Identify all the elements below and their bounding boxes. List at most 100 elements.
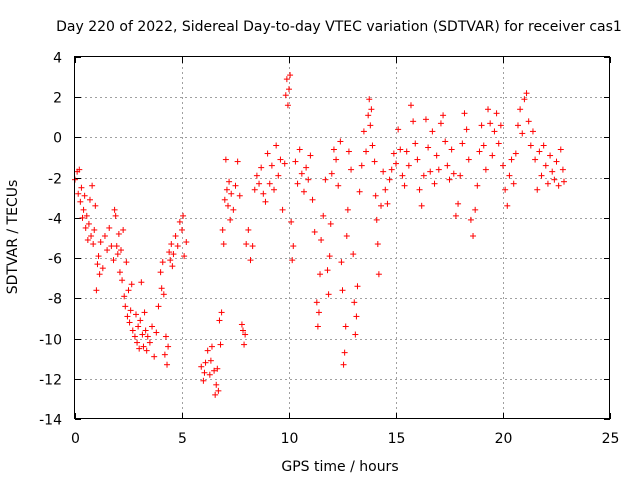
x-tick-label: 25 [602, 431, 620, 447]
data-point [153, 329, 160, 336]
data-point [450, 170, 457, 177]
data-point [268, 162, 275, 169]
data-point [226, 178, 233, 185]
data-point [159, 259, 166, 266]
data-point [120, 226, 127, 233]
data-point [94, 261, 101, 268]
data-point [557, 146, 564, 153]
data-point [151, 353, 158, 360]
data-point [448, 146, 455, 153]
data-point [160, 291, 167, 298]
data-point [112, 212, 119, 219]
data-point [309, 196, 316, 203]
data-point [256, 180, 263, 187]
data-point [440, 112, 447, 119]
data-point [241, 341, 248, 348]
data-point [372, 192, 379, 199]
data-point [161, 351, 168, 358]
data-point [356, 188, 363, 195]
data-point [339, 287, 346, 294]
data-point [521, 96, 528, 103]
data-point [431, 180, 438, 187]
data-point [512, 150, 519, 157]
y-tick-label: -6 [48, 252, 62, 268]
data-point [158, 285, 165, 292]
data-point [88, 232, 95, 239]
data-point [169, 263, 176, 270]
data-point [470, 232, 477, 239]
data-point [373, 216, 380, 223]
data-point [225, 202, 232, 209]
data-point [510, 180, 517, 187]
data-point [284, 102, 291, 109]
data-point [386, 176, 393, 183]
data-point [382, 186, 389, 193]
data-point [101, 232, 108, 239]
chart-title: Day 220 of 2022, Sidereal Day-to-day VTE… [56, 19, 622, 35]
data-point [422, 116, 429, 123]
x-tick-label: 5 [178, 431, 187, 447]
data-point [183, 239, 190, 246]
data-point [327, 220, 334, 227]
data-point [433, 152, 440, 159]
data-point [465, 156, 472, 163]
data-point [275, 172, 282, 179]
data-point [315, 309, 322, 316]
data-point [390, 150, 397, 157]
data-point [384, 200, 391, 207]
y-tick-label: -10 [39, 333, 62, 349]
data-point [91, 226, 98, 233]
data-point [116, 269, 123, 276]
data-point [138, 279, 145, 286]
y-tick-label: 0 [53, 131, 62, 147]
y-tick-label: -8 [48, 292, 62, 308]
data-point [452, 212, 459, 219]
data-point [418, 202, 425, 209]
data-point [322, 176, 329, 183]
data-point [300, 188, 307, 195]
data-point [128, 281, 135, 288]
data-point [341, 349, 348, 356]
data-point [519, 130, 526, 137]
data-point [399, 172, 406, 179]
y-tick-label: -14 [39, 413, 62, 429]
data-point [292, 158, 299, 165]
data-point [487, 120, 494, 127]
data-point [85, 220, 92, 227]
data-point [286, 86, 292, 93]
data-point [348, 166, 355, 173]
data-point [90, 241, 97, 248]
data-point [281, 160, 288, 167]
x-tick-label: 20 [495, 431, 513, 447]
x-tick-labels: 0 5 10 15 20 25 [71, 431, 619, 447]
data-point [166, 249, 173, 256]
data-point [135, 323, 142, 330]
data-point [536, 148, 543, 155]
data-point [232, 182, 239, 189]
data-point [279, 206, 286, 213]
data-point [326, 253, 333, 260]
data-point [258, 164, 265, 171]
data-point [253, 172, 260, 179]
data-point [517, 106, 524, 113]
data-point [427, 168, 434, 175]
data-point [216, 317, 223, 324]
data-point [89, 182, 96, 189]
data-point [298, 170, 305, 177]
data-point [157, 269, 164, 276]
data-point [472, 206, 479, 213]
data-point [123, 259, 130, 266]
data-point [113, 243, 120, 250]
data-point [435, 166, 442, 173]
data-point [401, 182, 408, 189]
data-point [141, 309, 148, 316]
data-point [146, 339, 153, 346]
data-point [242, 331, 249, 338]
data-point [358, 162, 365, 169]
data-point [127, 307, 134, 314]
data-point [374, 241, 381, 248]
data-point [446, 176, 453, 183]
data-point [444, 162, 451, 169]
data-point [442, 138, 449, 145]
data-point [544, 180, 551, 187]
